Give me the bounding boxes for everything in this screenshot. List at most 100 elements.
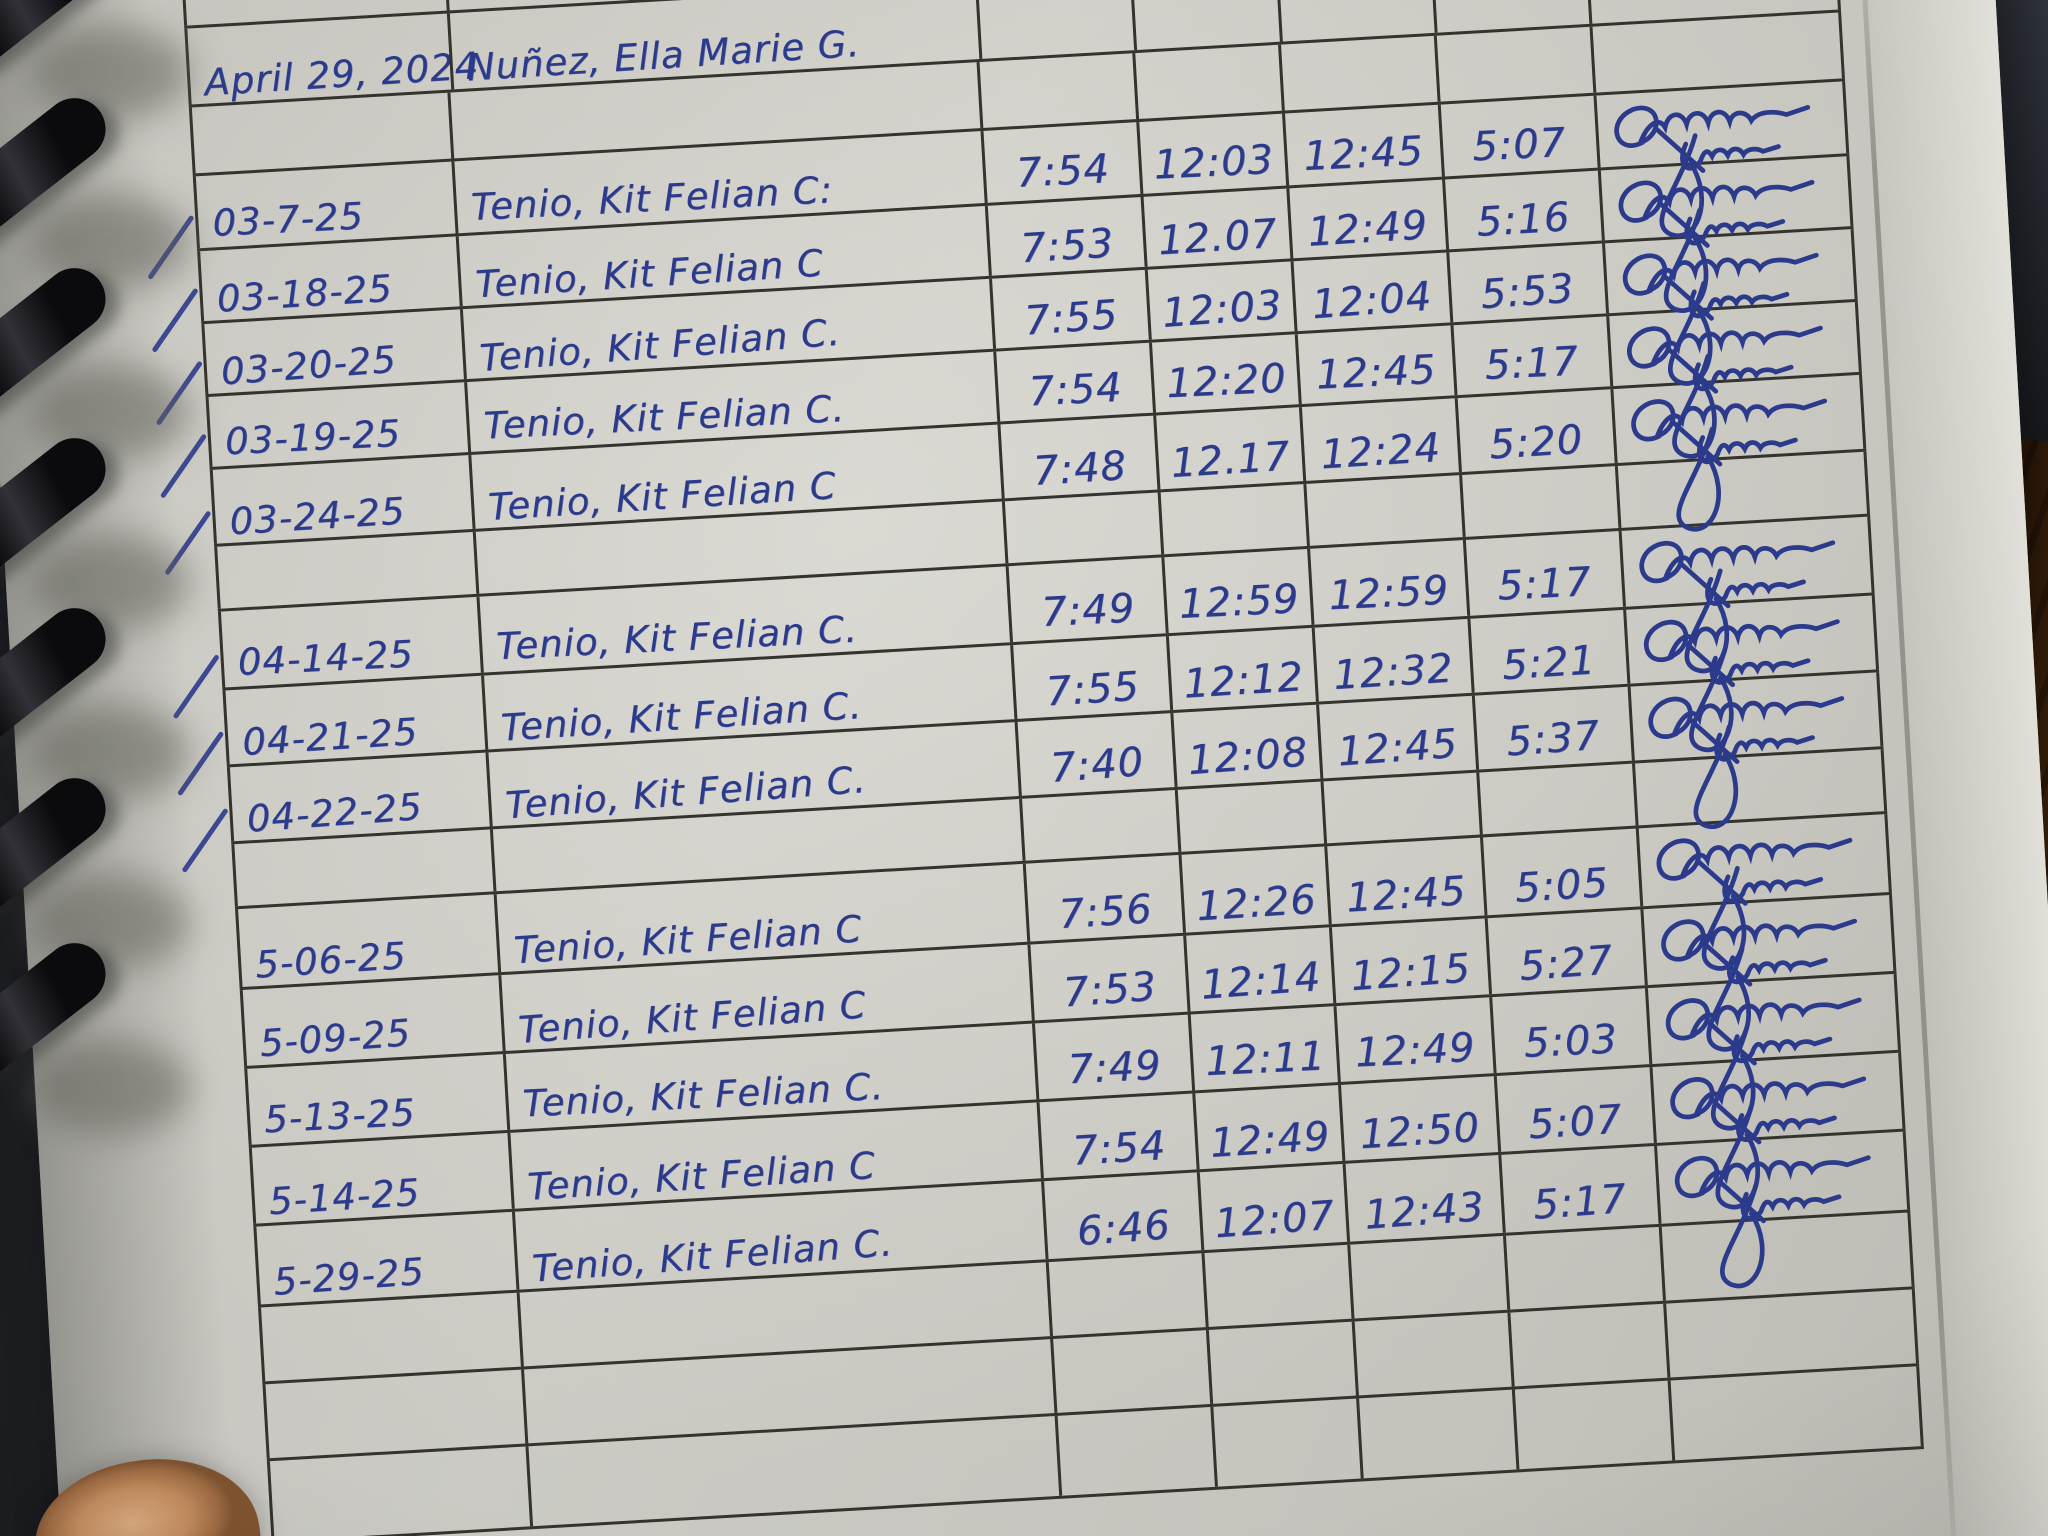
cell-t4: 5:17 — [1498, 1146, 1659, 1233]
cell-date: 03-20-25 — [201, 309, 465, 395]
cell-t1: 7:56 — [1023, 854, 1184, 942]
cell-t1: 7:55 — [989, 269, 1150, 349]
cell-t3: 12:49 — [1286, 179, 1446, 259]
cell-t4: 5:07 — [1437, 95, 1598, 177]
handwritten-t2 — [1276, 1315, 1284, 1323]
handwritten-t1 — [1134, 1484, 1143, 1493]
signature-scribble — [1630, 398, 1827, 532]
cell-date: 5-06-25 — [235, 894, 499, 988]
cell-t1 — [974, 0, 1135, 60]
check-slash — [164, 510, 212, 576]
cell-t2: 12:59 — [1161, 549, 1312, 634]
cell-date: 03-18-25 — [197, 236, 460, 322]
handwritten-t2: 12:12 — [1181, 654, 1305, 708]
handwritten-t4 — [1555, 822, 1563, 830]
cell-t1 — [1046, 1253, 1206, 1337]
handwritten-t1: 7:56 — [1057, 886, 1154, 939]
handwritten-t4 — [1582, 1297, 1590, 1305]
cell-t3: 12:45 — [1324, 837, 1485, 925]
handwritten-t1: 7:54 — [1070, 1122, 1168, 1175]
cell-t4: 5:27 — [1484, 909, 1645, 995]
handwritten-t3: 12:24 — [1319, 424, 1443, 479]
cell-t3: 12:50 — [1338, 1076, 1499, 1161]
handwritten-t2: 12:08 — [1185, 729, 1310, 785]
handwritten-name — [454, 152, 476, 160]
cell-t2 — [1132, 44, 1282, 120]
handwritten-t2 — [1280, 1393, 1288, 1401]
cell-t2 — [1206, 1321, 1357, 1404]
handwritten-t4: 5:17 — [1496, 559, 1593, 610]
signature-scribble — [1618, 179, 1815, 313]
cell-date: 03-19-25 — [205, 382, 469, 468]
cell-t1: 7:54 — [1037, 1093, 1197, 1179]
handwritten-t1 — [1056, 116, 1065, 125]
cell-t2 — [1201, 1244, 1352, 1328]
log-row: 03-20-25 Tenio, Kit Felian C. 7:55 12:03 12:… — [155, 229, 1858, 426]
handwritten-t1: 7:55 — [1044, 663, 1141, 716]
handwritten-t2: 12:11 — [1203, 1033, 1327, 1086]
signature-scribble — [1665, 997, 1862, 1131]
cell-t2 — [1174, 781, 1325, 852]
cell-t1: 7:40 — [1015, 713, 1175, 796]
cell-signature — [1610, 374, 1867, 532]
cell-signature — [1667, 1366, 1924, 1461]
handwritten-t2 — [1206, 108, 1215, 117]
cell-t4: 5:07 — [1493, 1067, 1654, 1153]
cell-t3: 12:24 — [1299, 398, 1459, 482]
cell-t4: 5:03 — [1489, 988, 1649, 1074]
check-slash — [159, 433, 208, 499]
handwritten-t2: 12:26 — [1194, 876, 1318, 931]
cell-date: 5-13-25 — [244, 1054, 508, 1145]
cell-t4 — [1433, 26, 1593, 102]
handwritten-t3 — [1426, 1306, 1434, 1314]
handwritten-t4: 5:07 — [1471, 119, 1568, 171]
cell-t1 — [1055, 1406, 1216, 1496]
cell-date — [258, 1292, 522, 1382]
cell-t2: 12.17 — [1153, 407, 1304, 490]
handwritten-t2: 12:14 — [1198, 954, 1323, 1009]
cell-signature — [1605, 301, 1862, 459]
cell-t4: 5:53 — [1446, 243, 1606, 323]
cell-t2 — [1210, 1398, 1361, 1487]
cell-t2: 12.07 — [1140, 188, 1291, 267]
cell-t2: 12:12 — [1166, 627, 1317, 711]
log-row: 03-24-25 Tenio, Kit Felian C 7:48 12.17 12:2… — [164, 374, 1867, 576]
handwritten-name — [524, 1359, 546, 1366]
cell-t4: 5:37 — [1471, 686, 1632, 770]
cell-t2: 12:20 — [1149, 334, 1299, 413]
handwritten-t1 — [1130, 1402, 1138, 1410]
cell-t1: 7:48 — [997, 415, 1158, 499]
handwritten-t1: 7:48 — [1031, 443, 1129, 495]
handwritten-t1: 7:55 — [1022, 291, 1120, 345]
cell-t3 — [1320, 772, 1480, 844]
handwritten-t2: 12:03 — [1160, 282, 1284, 337]
cell-t3: 12:49 — [1333, 997, 1494, 1083]
handwritten-t1: 7:54 — [1027, 364, 1124, 416]
cell-date — [188, 92, 452, 174]
cell-t3 — [1347, 1235, 1508, 1319]
cell-date — [262, 1369, 526, 1459]
handwritten-t3: 12:45 — [1345, 868, 1469, 922]
cell-date: 5-14-25 — [248, 1132, 513, 1224]
cell-signature — [1601, 229, 1858, 386]
handwritten-t1 — [1098, 848, 1106, 856]
cell-signature — [1640, 894, 1897, 1052]
handwritten-t4: 5:21 — [1501, 637, 1598, 690]
handwritten-t3 — [1436, 1467, 1445, 1476]
handwritten-t4: 5:16 — [1475, 194, 1573, 246]
handwritten-t3: 12:45 — [1315, 346, 1438, 399]
handwritten-t4 — [1591, 1458, 1600, 1467]
handwritten-name — [533, 1520, 555, 1528]
cell-signature — [1644, 973, 1901, 1131]
log-row: 03-18-25 Tenio, Kit Felian C 7:53 12.07 12:4… — [151, 156, 1854, 353]
check-slash — [151, 287, 199, 353]
handwritten-date: 03-19-25 — [224, 411, 402, 464]
handwritten-t1 — [1081, 552, 1090, 561]
cell-t3: 12:45 — [1316, 695, 1476, 779]
cell-t4: 5:16 — [1441, 170, 1602, 250]
handwritten-t1 — [1125, 1323, 1133, 1331]
cell-date: 5-29-25 — [253, 1211, 517, 1305]
cell-t4 — [1476, 763, 1636, 835]
check-slash — [176, 730, 225, 797]
cell-t4: 5:17 — [1450, 316, 1610, 396]
